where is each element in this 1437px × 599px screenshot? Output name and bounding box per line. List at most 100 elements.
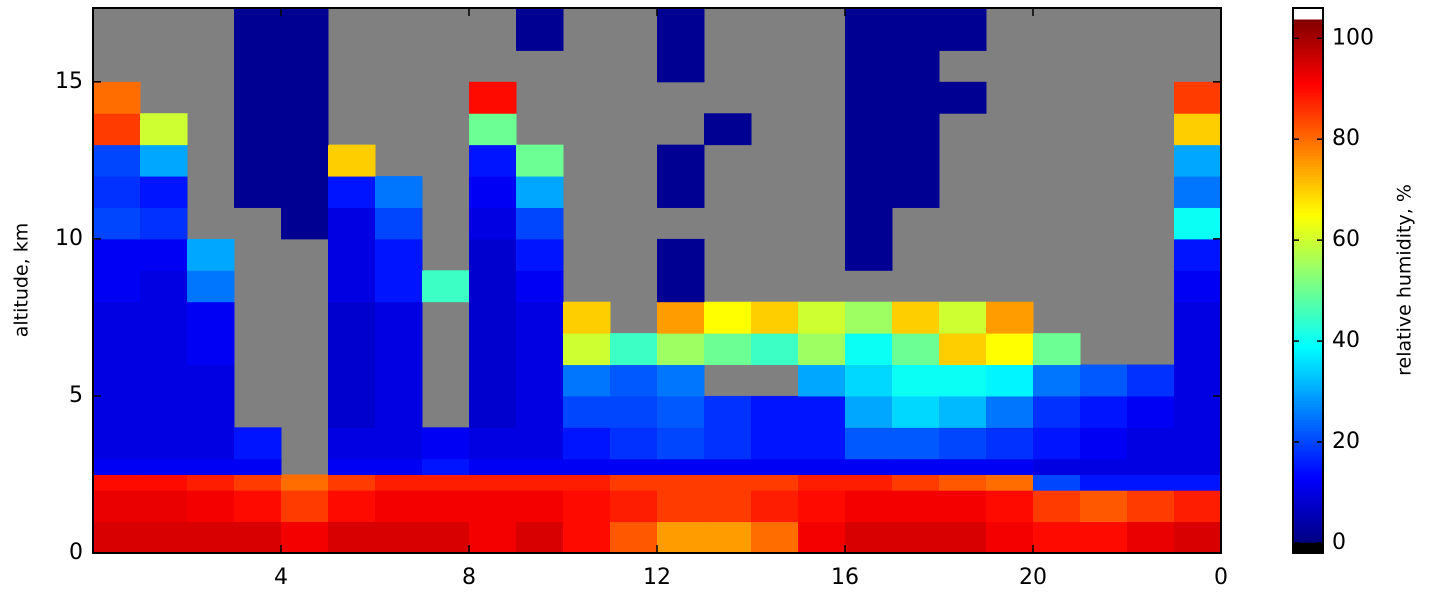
colorbar-tick-label: 0 [1332, 530, 1346, 555]
heatmap-cell [516, 521, 564, 554]
heatmap-cell [328, 333, 376, 366]
colorbar-swatch [1293, 392, 1323, 396]
colorbar-swatch [1293, 264, 1323, 268]
heatmap-cell [469, 427, 517, 460]
colorbar-swatch [1293, 18, 1323, 23]
colorbar-swatch [1293, 405, 1323, 410]
heatmap-cell [1080, 458, 1128, 475]
colorbar-tick-label: 40 [1332, 328, 1360, 353]
heatmap-cell [986, 301, 1034, 334]
colorbar-swatch [1293, 204, 1323, 208]
colorbar-swatch [1293, 364, 1323, 369]
heatmap-cell [1127, 395, 1175, 428]
heatmap-cell [1174, 176, 1222, 208]
heatmap-cell [845, 458, 893, 475]
colorbar-swatch [1293, 103, 1323, 107]
colorbar-swatch [1293, 335, 1323, 339]
colorbar-swatch [1293, 321, 1323, 325]
colorbar-swatch [1293, 84, 1323, 88]
colorbar-swatch [1293, 471, 1323, 475]
colorbar-swatch [1293, 354, 1323, 358]
heatmap-cell [93, 333, 141, 366]
heatmap-cell [704, 301, 752, 334]
heatmap-cell [939, 458, 987, 475]
heatmap-cell [657, 490, 705, 523]
heatmap-cell [939, 474, 987, 491]
colorbar-swatch [1293, 539, 1323, 543]
heatmap-cell [892, 458, 940, 475]
colorbar-swatch [1293, 136, 1323, 140]
heatmap-cell [892, 427, 940, 460]
heatmap-cell [375, 207, 423, 240]
heatmap-cell [892, 521, 940, 554]
heatmap-cell [516, 490, 564, 523]
heatmap-cell [328, 521, 376, 554]
colorbar-tick-label: 60 [1332, 227, 1360, 252]
heatmap-cell [657, 270, 705, 303]
colorbar-swatch [1293, 8, 1323, 12]
colorbar-swatch [1293, 220, 1323, 224]
colorbar-swatch [1293, 100, 1323, 104]
heatmap-cell [798, 301, 846, 334]
heatmap-cell [469, 81, 517, 114]
heatmap-cell [516, 395, 564, 428]
colorbar-swatch [1293, 92, 1323, 96]
heatmap-cell [140, 176, 188, 208]
heatmap-cell [281, 207, 329, 240]
heatmap-cell [516, 238, 564, 271]
heatmap-cell [610, 474, 658, 491]
heatmap-cell [1080, 364, 1128, 397]
heatmap-cell [751, 521, 799, 554]
heatmap-cell [845, 474, 893, 491]
colorbar-swatch [1293, 24, 1323, 28]
heatmap-cell [140, 458, 188, 475]
colorbar-swatch [1293, 160, 1323, 164]
heatmap-cell [93, 395, 141, 428]
heatmap-cell [469, 176, 517, 208]
heatmap-cell [516, 427, 564, 460]
colorbar [1293, 8, 1323, 554]
colorbar-swatch [1293, 533, 1323, 538]
heatmap-cell [892, 474, 940, 491]
colorbar-swatch [1293, 239, 1323, 243]
heatmap-cell [845, 427, 893, 460]
heatmap-cell [140, 427, 188, 460]
heatmap-cell [892, 81, 940, 114]
heatmap-cell [93, 238, 141, 271]
colorbar-swatch [1293, 266, 1323, 271]
heatmap-cell [234, 144, 282, 177]
heatmap-cell [845, 207, 893, 240]
heatmap-cell [845, 521, 893, 554]
heatmap-cell [516, 301, 564, 334]
heatmap-cell [1033, 364, 1081, 397]
heatmap-cell [798, 490, 846, 523]
heatmap-cell [1080, 427, 1128, 460]
heatmap-cell [93, 301, 141, 334]
heatmap-cell [516, 333, 564, 366]
colorbar-swatch [1293, 411, 1323, 415]
heatmap-cell [563, 364, 611, 397]
colorbar-swatch [1293, 397, 1323, 401]
colorbar-swatch [1293, 114, 1323, 118]
colorbar-swatch [1293, 547, 1323, 551]
colorbar-swatch [1293, 503, 1323, 508]
heatmap-cell [140, 333, 188, 366]
colorbar-swatch [1293, 449, 1323, 453]
heatmap-cell [704, 395, 752, 428]
heatmap-cell [422, 490, 470, 523]
colorbar-swatch [1293, 198, 1323, 203]
colorbar-swatch [1293, 89, 1323, 94]
heatmap-cell [93, 474, 141, 491]
heatmap-cell [563, 301, 611, 334]
colorbar-swatch [1293, 343, 1323, 347]
heatmap-cell [563, 395, 611, 428]
heatmap-cell [140, 364, 188, 397]
heatmap-cell [845, 8, 893, 51]
heatmap-cell [328, 270, 376, 303]
heatmap-cell [469, 364, 517, 397]
heatmap-cell [328, 364, 376, 397]
colorbar-swatch [1293, 465, 1323, 470]
colorbar-swatch [1293, 419, 1323, 423]
colorbar-swatch [1293, 414, 1323, 418]
colorbar-swatch [1293, 193, 1323, 197]
